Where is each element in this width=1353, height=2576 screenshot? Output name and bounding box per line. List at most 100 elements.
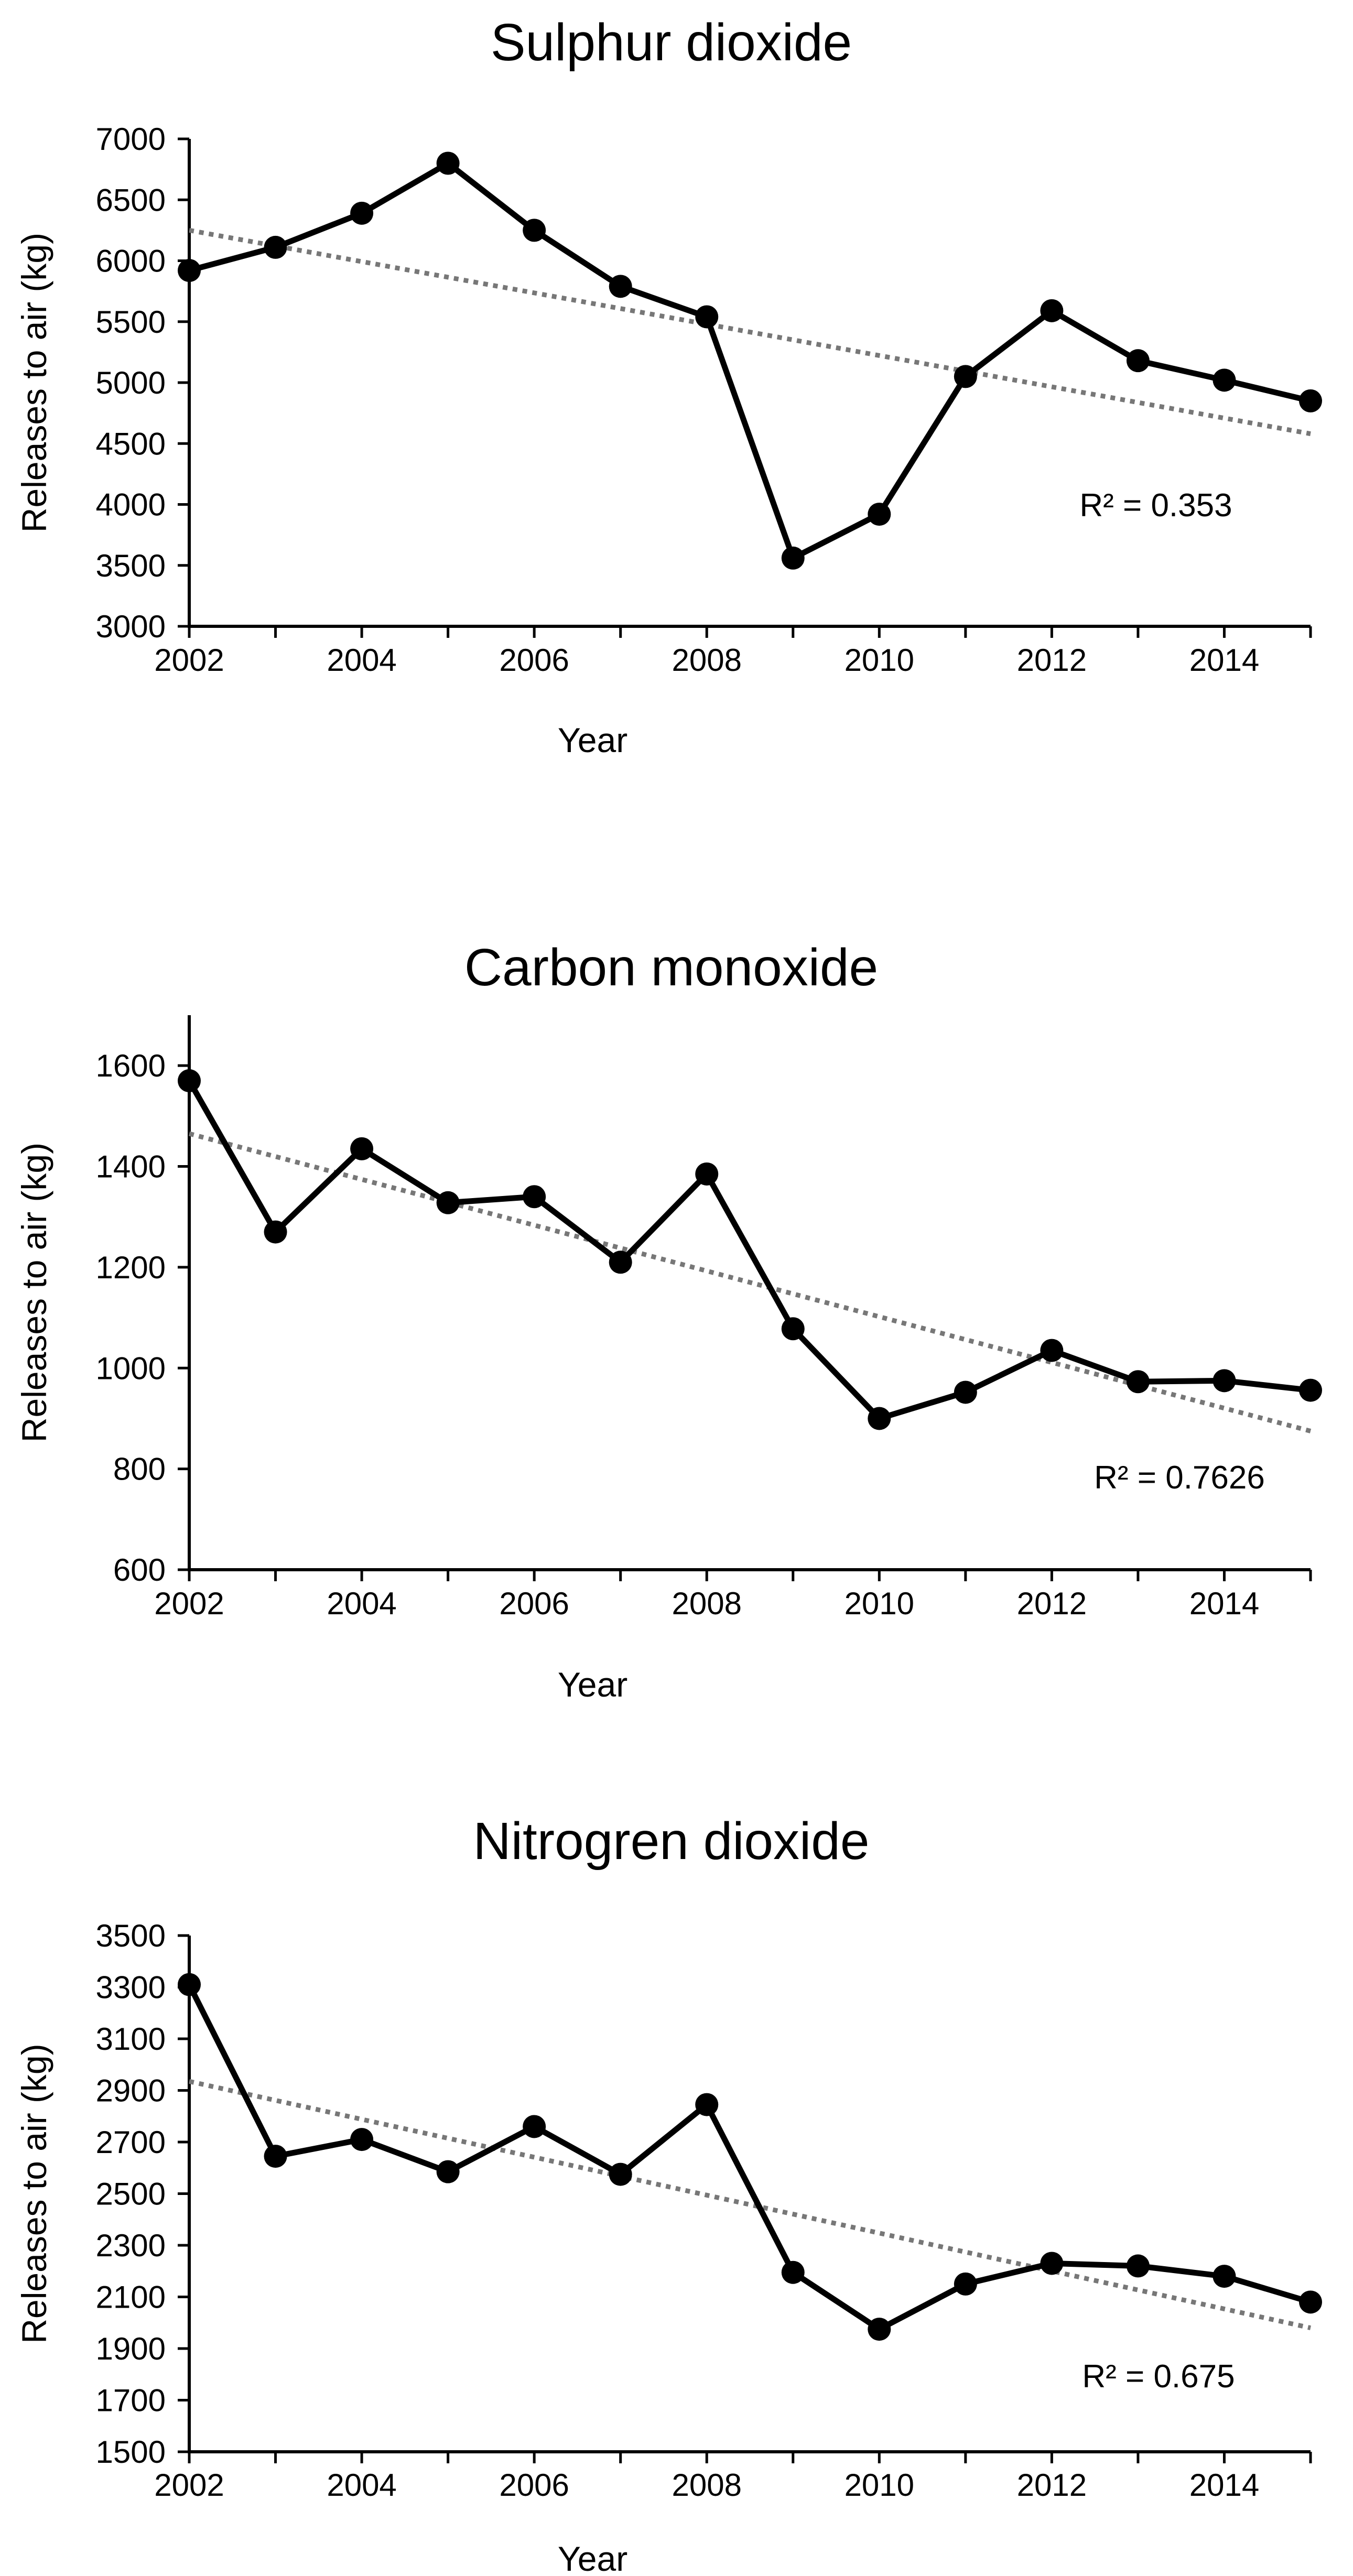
data-point <box>436 2160 460 2183</box>
data-point <box>781 1317 805 1341</box>
y-tick-label: 600 <box>113 1552 166 1588</box>
series-line <box>187 1079 1311 1421</box>
y-tick-label: 1700 <box>96 2383 166 2418</box>
data-point <box>350 201 374 225</box>
data-point <box>781 546 805 570</box>
x-tick-label: 2008 <box>672 643 741 678</box>
x-tick-label: 2008 <box>672 1586 741 1621</box>
chart-title: Carbon monoxide <box>464 938 878 997</box>
chart-title: Sulphur dioxide <box>491 13 852 72</box>
y-axis-label: Releases to air (kg) <box>15 2044 53 2343</box>
data-point <box>178 1069 201 1093</box>
x-axis-label: Year <box>558 2539 627 2576</box>
r-squared-label: R² = 0.7626 <box>1094 1460 1265 1496</box>
data-point <box>954 365 977 388</box>
y-tick-label: 3100 <box>96 2021 166 2057</box>
data-point <box>954 1381 977 1404</box>
data-point <box>1213 368 1236 392</box>
y-tick-label: 1200 <box>96 1250 166 1285</box>
x-tick-label: 2008 <box>672 2468 741 2503</box>
data-point <box>1126 2254 1150 2278</box>
y-tick-label: 5500 <box>96 305 166 340</box>
data-point <box>350 1137 374 1160</box>
data-point <box>1126 1370 1150 1394</box>
x-tick-label: 2014 <box>1189 643 1259 678</box>
data-point <box>178 1973 201 1996</box>
data-point <box>1213 1369 1236 1393</box>
x-tick-label: 2006 <box>499 643 569 678</box>
trend-line <box>189 2079 1311 2330</box>
data-point <box>523 2115 546 2138</box>
y-tick-label: 5000 <box>96 365 166 400</box>
y-tick-label: 4500 <box>96 426 166 461</box>
x-tick-label: 2010 <box>845 1586 914 1621</box>
y-axis-label: Releases to air (kg) <box>15 1143 53 1442</box>
y-tick-label: 7000 <box>96 122 166 157</box>
y-tick-label: 1600 <box>96 1048 166 1083</box>
data-point <box>868 503 891 526</box>
series-line <box>188 160 1312 561</box>
chart-title: Nitrogren dioxide <box>473 1812 870 1871</box>
y-tick-label: 6500 <box>96 182 166 218</box>
y-tick-label: 6000 <box>96 244 166 279</box>
x-tick-label: 2002 <box>154 2468 224 2503</box>
y-tick-label: 3300 <box>96 1970 166 2005</box>
chart-1: Sulphur dioxide 3000 3500 4000 4500 5000 5500 6… <box>15 13 1322 759</box>
data-point <box>695 2093 719 2116</box>
x-tick-label: 2012 <box>1017 643 1087 678</box>
data-point <box>523 1185 546 1209</box>
y-tick-label: 3500 <box>96 1918 166 1953</box>
x-tick-label: 2004 <box>327 1586 396 1621</box>
data-point <box>350 2128 374 2151</box>
x-tick-label: 2012 <box>1017 1586 1087 1621</box>
y-tick-label: 1400 <box>96 1149 166 1184</box>
y-tick-label: 1500 <box>96 2434 166 2470</box>
r-squared-label: R² = 0.675 <box>1082 2358 1235 2395</box>
x-tick-label: 2002 <box>154 643 224 678</box>
y-tick-label: 1000 <box>96 1351 166 1386</box>
x-tick-label: 2002 <box>154 1586 224 1621</box>
y-tick-label: 2100 <box>96 2280 166 2315</box>
data-point <box>609 275 632 298</box>
y-tick-label: 800 <box>113 1452 166 1487</box>
data-point <box>523 219 546 242</box>
x-tick-label: 2004 <box>327 643 396 678</box>
data-point <box>436 151 460 175</box>
data-point <box>954 2272 977 2296</box>
data-point <box>1299 1378 1322 1402</box>
trend-line <box>189 227 1311 437</box>
x-tick-label: 2014 <box>1189 2468 1259 2503</box>
y-tick-label: 1900 <box>96 2331 166 2366</box>
data-point <box>1299 2290 1322 2314</box>
x-tick-label: 2010 <box>845 2468 914 2503</box>
x-tick-label: 2014 <box>1189 1586 1259 1621</box>
y-tick-label: 3500 <box>96 548 166 583</box>
data-point <box>868 2318 891 2341</box>
x-tick-label: 2004 <box>327 2468 396 2503</box>
data-point <box>178 259 201 282</box>
data-point <box>436 1191 460 1214</box>
data-point <box>1040 299 1064 322</box>
data-point <box>264 2145 287 2168</box>
data-point <box>695 1162 719 1186</box>
data-point <box>264 1220 287 1244</box>
series-line <box>187 1983 1312 2332</box>
chart-3: Nitrogren dioxide 1500 1700 1900 2100 2300 250… <box>15 1812 1322 2576</box>
x-axis-label: Year <box>558 1665 627 1704</box>
data-point <box>695 305 719 329</box>
data-point <box>1213 2265 1236 2288</box>
x-tick-label: 2010 <box>845 643 914 678</box>
trend-line <box>188 1131 1312 1433</box>
r-squared-label: R² = 0.353 <box>1079 487 1232 524</box>
data-point <box>609 1251 632 1274</box>
y-tick-label: 3000 <box>96 609 166 644</box>
y-tick-label: 2700 <box>96 2125 166 2160</box>
y-tick-label: 4000 <box>96 487 166 523</box>
data-point <box>1126 349 1150 373</box>
data-point <box>264 235 287 259</box>
x-tick-label: 2006 <box>499 2468 569 2503</box>
data-point <box>1040 2252 1064 2275</box>
data-point <box>1299 389 1322 412</box>
